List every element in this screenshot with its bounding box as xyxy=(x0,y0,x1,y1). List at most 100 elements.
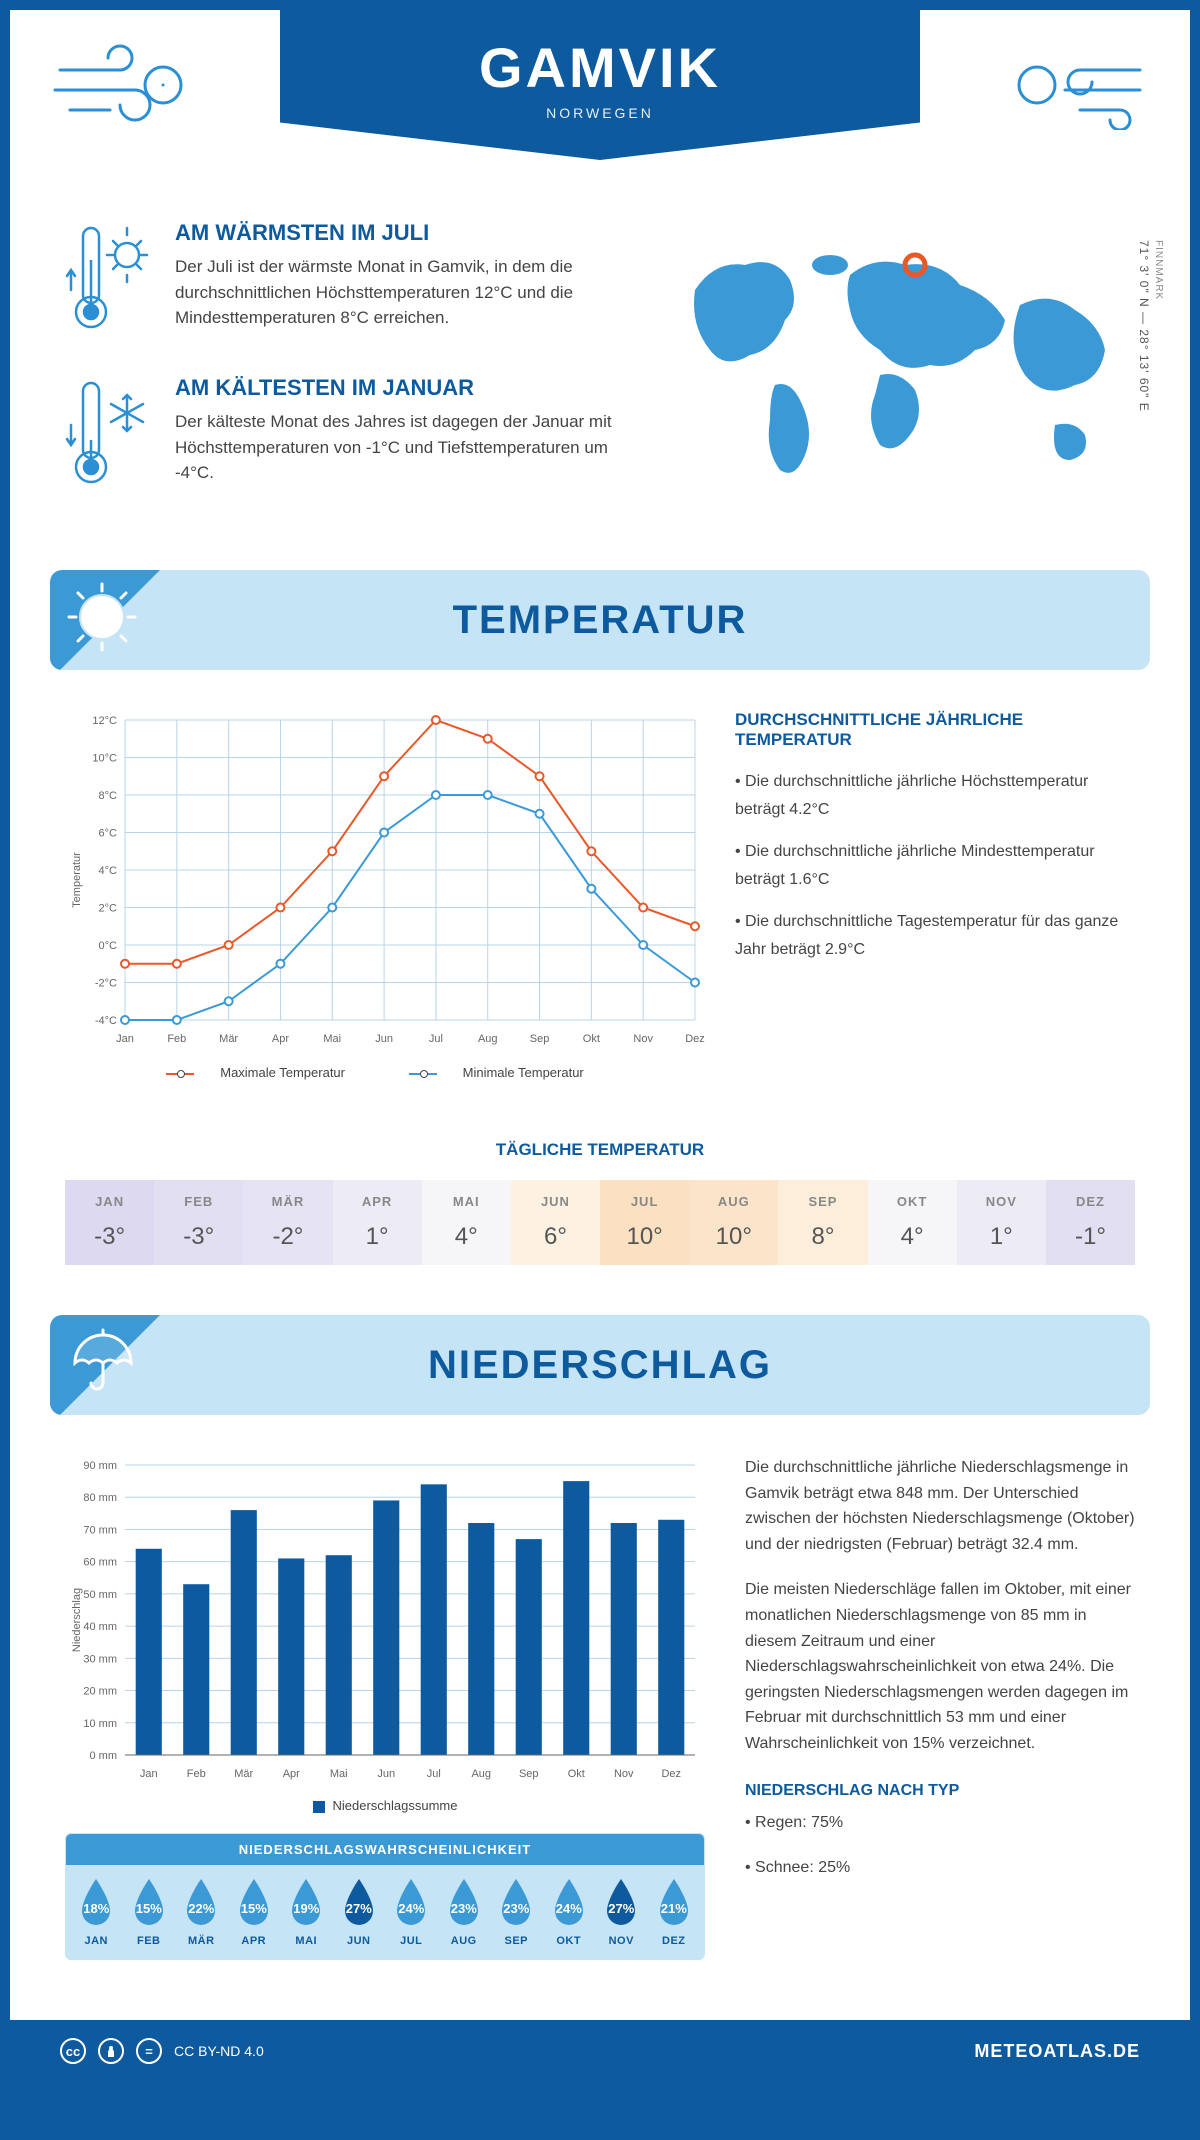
prob-cell: 24%JUL xyxy=(385,1877,438,1947)
svg-text:Aug: Aug xyxy=(471,1768,491,1780)
svg-text:70 mm: 70 mm xyxy=(83,1524,117,1536)
world-map-box: FINNMARK 71° 3' 0" N — 28° 13' 60" E xyxy=(655,220,1135,530)
svg-text:Jan: Jan xyxy=(116,1033,134,1045)
daily-cell: FEB-3° xyxy=(154,1180,243,1265)
warmest-title: AM WÄRMSTEN IM JULI xyxy=(175,220,615,246)
prob-cell: 21%DEZ xyxy=(648,1877,701,1947)
daily-cell: OKT4° xyxy=(868,1180,957,1265)
coldest-text: Der kälteste Monat des Jahres ist dagege… xyxy=(175,409,615,486)
daily-cell: NOV1° xyxy=(957,1180,1046,1265)
coldest-fact: AM KÄLTESTEN IM JANUAR Der kälteste Mona… xyxy=(65,375,615,495)
daily-cell: JAN-3° xyxy=(65,1180,154,1265)
thermometer-snow-icon xyxy=(65,375,155,495)
wind-icon-right xyxy=(1010,40,1150,135)
svg-text:90 mm: 90 mm xyxy=(83,1460,117,1472)
svg-text:6°C: 6°C xyxy=(99,828,118,840)
daily-cell: MÄR-2° xyxy=(243,1180,332,1265)
umbrella-icon xyxy=(65,1325,135,1400)
prob-row: 18%JAN15%FEB22%MÄR15%APR19%MAI27%JUN24%J… xyxy=(66,1865,704,1959)
title-banner: GAMVIK NORWEGEN xyxy=(280,10,920,160)
svg-text:Jun: Jun xyxy=(377,1768,395,1780)
svg-text:2°C: 2°C xyxy=(99,903,118,915)
daily-cell: APR1° xyxy=(333,1180,422,1265)
svg-text:12°C: 12°C xyxy=(92,715,117,727)
svg-text:80 mm: 80 mm xyxy=(83,1492,117,1504)
prob-cell: 27%JUN xyxy=(333,1877,386,1947)
temp-info-1: • Die durchschnittliche jährliche Höchst… xyxy=(735,768,1135,824)
temp-legend: Maximale Temperatur Minimale Temperatur xyxy=(65,1055,705,1100)
svg-text:40 mm: 40 mm xyxy=(83,1621,117,1633)
prob-cell: 19%MAI xyxy=(280,1877,333,1947)
svg-text:Mai: Mai xyxy=(323,1033,341,1045)
prob-cell: 23%SEP xyxy=(490,1877,543,1947)
daily-cell: JUL10° xyxy=(600,1180,689,1265)
page: GAMVIK NORWEGEN AM WÄRMSTEN IM JULI Der … xyxy=(10,10,1190,2082)
prob-cell: 22%MÄR xyxy=(175,1877,228,1947)
svg-text:Jun: Jun xyxy=(375,1033,393,1045)
svg-text:Mär: Mär xyxy=(219,1033,238,1045)
prob-cell: 18%JAN xyxy=(70,1877,123,1947)
svg-text:Dez: Dez xyxy=(661,1768,681,1780)
svg-text:-2°C: -2°C xyxy=(95,978,117,990)
temp-info-title: DURCHSCHNITTLICHE JÄHRLICHE TEMPERATUR xyxy=(735,710,1135,750)
warmest-fact: AM WÄRMSTEN IM JULI Der Juli ist der wär… xyxy=(65,220,615,340)
precip-left: 0 mm10 mm20 mm30 mm40 mm50 mm60 mm70 mm8… xyxy=(65,1455,705,1960)
daily-temp-table: JAN-3°FEB-3°MÄR-2°APR1°MAI4°JUN6°JUL10°A… xyxy=(65,1180,1135,1265)
temp-info-3: • Die durchschnittliche Tagestemperatur … xyxy=(735,908,1135,964)
cc-icon: cc xyxy=(60,2038,86,2064)
svg-text:Okt: Okt xyxy=(568,1768,585,1780)
legend-max: Maximale Temperatur xyxy=(220,1065,345,1080)
svg-text:Dez: Dez xyxy=(685,1033,705,1045)
daily-cell: JUN6° xyxy=(511,1180,600,1265)
temperature-info: DURCHSCHNITTLICHE JÄHRLICHE TEMPERATUR •… xyxy=(735,710,1135,1100)
svg-text:Niederschlag: Niederschlag xyxy=(71,1588,83,1652)
prob-cell: 15%FEB xyxy=(123,1877,176,1947)
daily-cell: DEZ-1° xyxy=(1046,1180,1135,1265)
intro-facts: AM WÄRMSTEN IM JULI Der Juli ist der wär… xyxy=(65,220,615,530)
nd-icon: = xyxy=(136,2038,162,2064)
coldest-title: AM KÄLTESTEN IM JANUAR xyxy=(175,375,615,401)
svg-text:20 mm: 20 mm xyxy=(83,1686,117,1698)
svg-text:0°C: 0°C xyxy=(99,940,118,952)
precip-snow: • Schnee: 25% xyxy=(745,1855,1135,1881)
wind-icon-left xyxy=(50,40,190,135)
region-label: FINNMARK xyxy=(1153,240,1164,300)
svg-text:Okt: Okt xyxy=(583,1033,600,1045)
precip-para-1: Die durchschnittliche jährliche Niedersc… xyxy=(745,1455,1135,1557)
daily-cell: SEP8° xyxy=(778,1180,867,1265)
precip-body: 0 mm10 mm20 mm30 mm40 mm50 mm60 mm70 mm8… xyxy=(10,1445,1190,1990)
svg-text:50 mm: 50 mm xyxy=(83,1589,117,1601)
daily-cell: AUG10° xyxy=(689,1180,778,1265)
precip-info: Die durchschnittliche jährliche Niedersc… xyxy=(745,1455,1135,1960)
svg-text:Nov: Nov xyxy=(633,1033,653,1045)
prob-cell: 23%AUG xyxy=(438,1877,491,1947)
svg-text:Jan: Jan xyxy=(140,1768,158,1780)
svg-text:Sep: Sep xyxy=(530,1033,550,1045)
header: GAMVIK NORWEGEN xyxy=(10,10,1190,200)
svg-text:Apr: Apr xyxy=(272,1033,289,1045)
warmest-text: Der Juli ist der wärmste Monat in Gamvik… xyxy=(175,254,615,331)
precip-type-title: NIEDERSCHLAG NACH TYP xyxy=(745,1782,1135,1800)
svg-text:60 mm: 60 mm xyxy=(83,1557,117,1569)
world-map-icon xyxy=(655,220,1135,500)
temperature-chart: -4°C-2°C0°C2°C4°C6°C8°C10°C12°CJanFebMär… xyxy=(65,710,705,1100)
country-subtitle: NORWEGEN xyxy=(280,105,920,121)
precip-rain: • Regen: 75% xyxy=(745,1810,1135,1836)
coordinates: FINNMARK 71° 3' 0" N — 28° 13' 60" E xyxy=(1137,240,1165,412)
license-text: CC BY-ND 4.0 xyxy=(174,2043,264,2059)
daily-temp-title: TÄGLICHE TEMPERATUR xyxy=(10,1140,1190,1160)
prob-cell: 24%OKT xyxy=(543,1877,596,1947)
precip-prob-box: NIEDERSCHLAGSWAHRSCHEINLICHKEIT 18%JAN15… xyxy=(65,1833,705,1960)
intro-section: AM WÄRMSTEN IM JULI Der Juli ist der wär… xyxy=(10,200,1190,570)
sun-icon xyxy=(65,580,140,660)
temperature-header: TEMPERATUR xyxy=(50,570,1150,670)
prob-cell: 15%APR xyxy=(228,1877,281,1947)
svg-text:Aug: Aug xyxy=(478,1033,498,1045)
precip-title: NIEDERSCHLAG xyxy=(50,1343,1150,1388)
svg-text:30 mm: 30 mm xyxy=(83,1653,117,1665)
footer-license: cc = CC BY-ND 4.0 xyxy=(60,2038,264,2064)
svg-text:0 mm: 0 mm xyxy=(90,1750,118,1762)
legend-min: Minimale Temperatur xyxy=(463,1065,584,1080)
svg-text:Apr: Apr xyxy=(283,1768,300,1780)
svg-text:10°C: 10°C xyxy=(92,753,117,765)
